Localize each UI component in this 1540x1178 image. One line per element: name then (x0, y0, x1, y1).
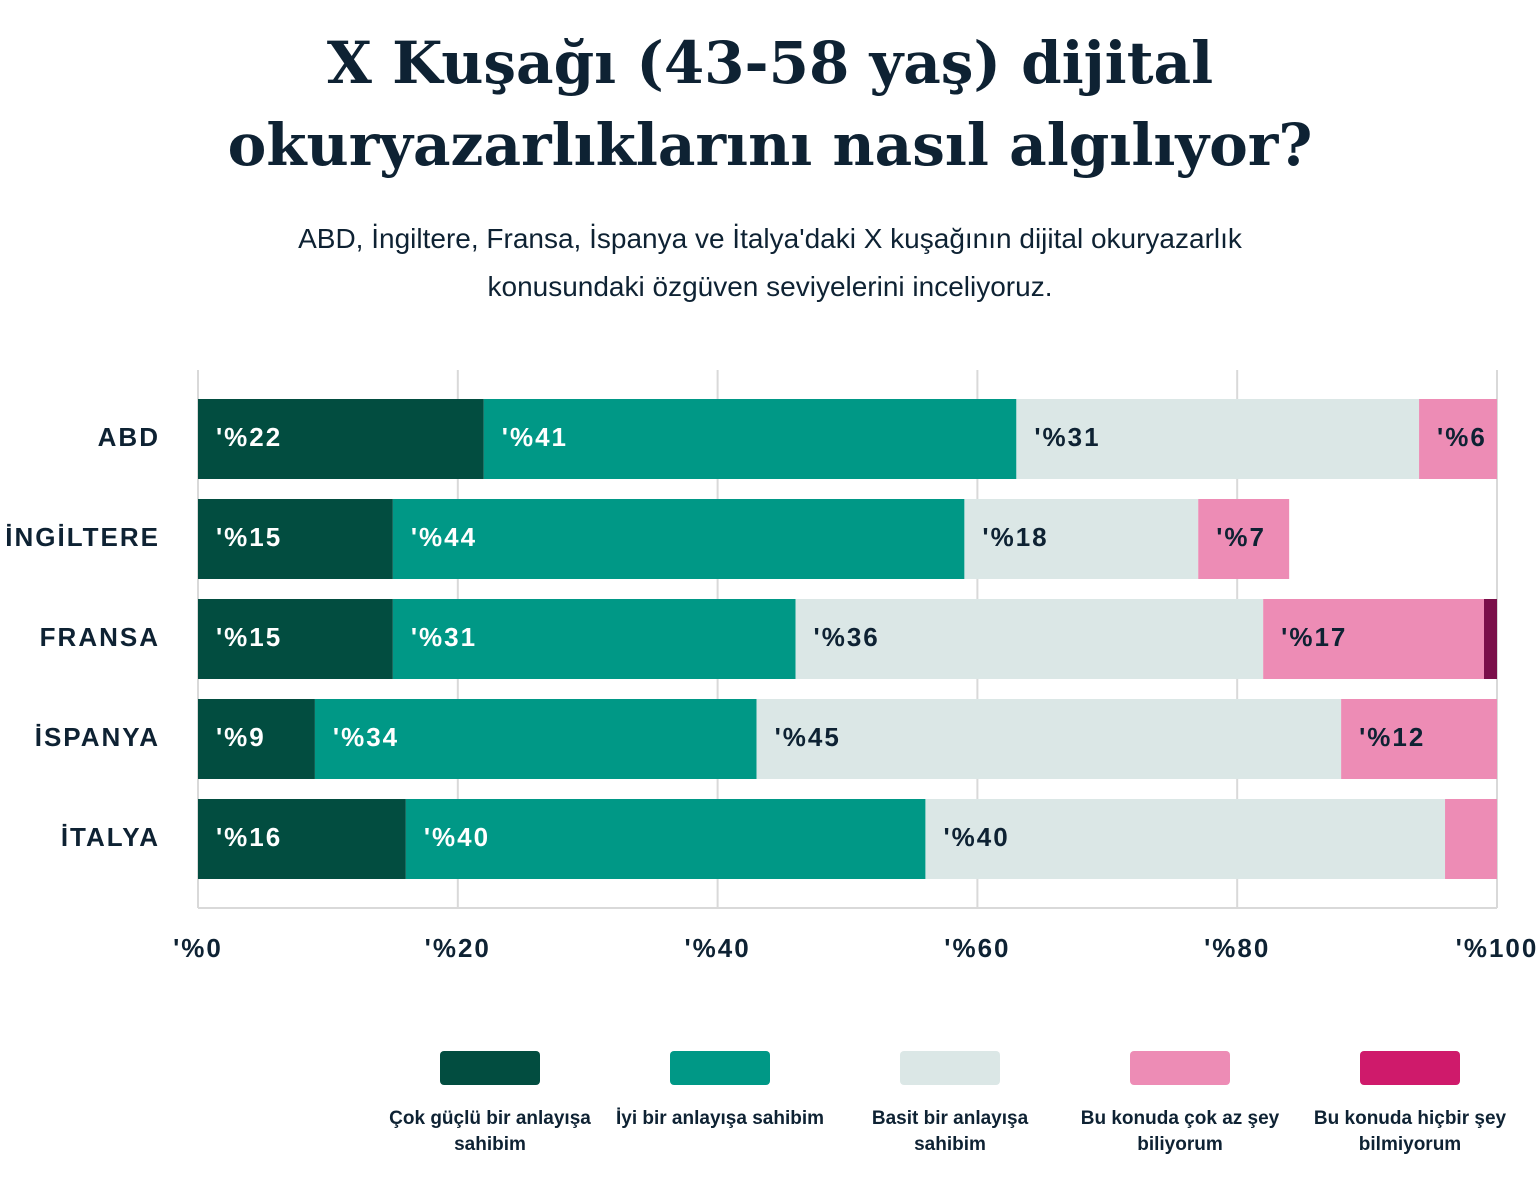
value-label: '%22 (216, 422, 282, 452)
value-label: '%15 (216, 622, 282, 652)
x-tick-label: '%0 (173, 933, 223, 963)
legend-swatch (670, 1051, 770, 1085)
bar-segment (1198, 499, 1290, 579)
legend-label: Çok güçlü bir anlayışa sahibim (389, 1108, 591, 1155)
value-label: '%34 (333, 722, 399, 752)
value-label: '%16 (216, 822, 282, 852)
category-label: İTALYA (61, 822, 160, 852)
bar-segment (198, 499, 393, 579)
category-label: İNGİLTERE (5, 522, 160, 552)
bar-segment (198, 599, 393, 679)
bar-segment (756, 699, 1342, 779)
x-tick-label: '%20 (425, 933, 491, 963)
value-label: '%7 (1216, 522, 1266, 552)
bar-segment (314, 699, 757, 779)
legend-swatch (1130, 1051, 1230, 1085)
bar-segment (795, 599, 1264, 679)
bar-segment (1445, 799, 1497, 879)
value-label: '%36 (814, 622, 880, 652)
category-label: ABD (98, 422, 160, 452)
x-tick-label: '%80 (1204, 933, 1270, 963)
legend-label: Bu konuda hiçbir şey bilmiyorum (1313, 1108, 1507, 1155)
value-label: '%40 (943, 822, 1009, 852)
value-label: '%17 (1281, 622, 1347, 652)
chart-title: X Kuşağı (43-58 yaş) dijital okuryazarlı… (227, 29, 1313, 179)
value-label: '%41 (502, 422, 568, 452)
bar-segment (964, 499, 1199, 579)
x-tick-label: '%40 (684, 933, 750, 963)
legend-swatch (440, 1051, 540, 1085)
bar-segment (1341, 699, 1497, 779)
bar-segment (1419, 399, 1497, 479)
bar-segment (392, 499, 965, 579)
legend-label: Basit bir anlayışa sahibim (871, 1108, 1029, 1155)
value-label: '%44 (411, 522, 477, 552)
x-tick-label: '%60 (944, 933, 1010, 963)
value-label: '%15 (216, 522, 282, 552)
legend-swatch (900, 1051, 1000, 1085)
value-label: '%31 (1034, 422, 1100, 452)
value-label: '%18 (982, 522, 1048, 552)
legend-label: Bu konuda çok az şey biliyorum (1080, 1108, 1280, 1155)
bar-segment (1016, 399, 1420, 479)
bar-segment (1484, 599, 1497, 679)
value-label: '%12 (1359, 722, 1425, 752)
bar-segment (1263, 599, 1485, 679)
legend-label: İyi bir anlayışa sahibim (615, 1108, 825, 1129)
value-label: '%40 (424, 822, 490, 852)
value-label: '%6 (1437, 422, 1487, 452)
value-label: '%31 (411, 622, 477, 652)
value-label: '%9 (216, 722, 266, 752)
x-tick-label: '%100 (1456, 933, 1539, 963)
bar-segment (198, 399, 484, 479)
bar-segment (483, 399, 1017, 479)
bar-segment (925, 799, 1446, 879)
bar-segment (405, 799, 926, 879)
bar-segment (392, 599, 796, 679)
chart-subtitle: ABD, İngiltere, Fransa, İspanya ve İtaly… (298, 223, 1242, 302)
legend-swatch (1360, 1051, 1460, 1085)
category-label: FRANSA (40, 622, 160, 652)
category-label: İSPANYA (35, 722, 160, 752)
value-label: '%45 (775, 722, 841, 752)
bar-segment (198, 799, 406, 879)
bar-segment (198, 699, 315, 779)
